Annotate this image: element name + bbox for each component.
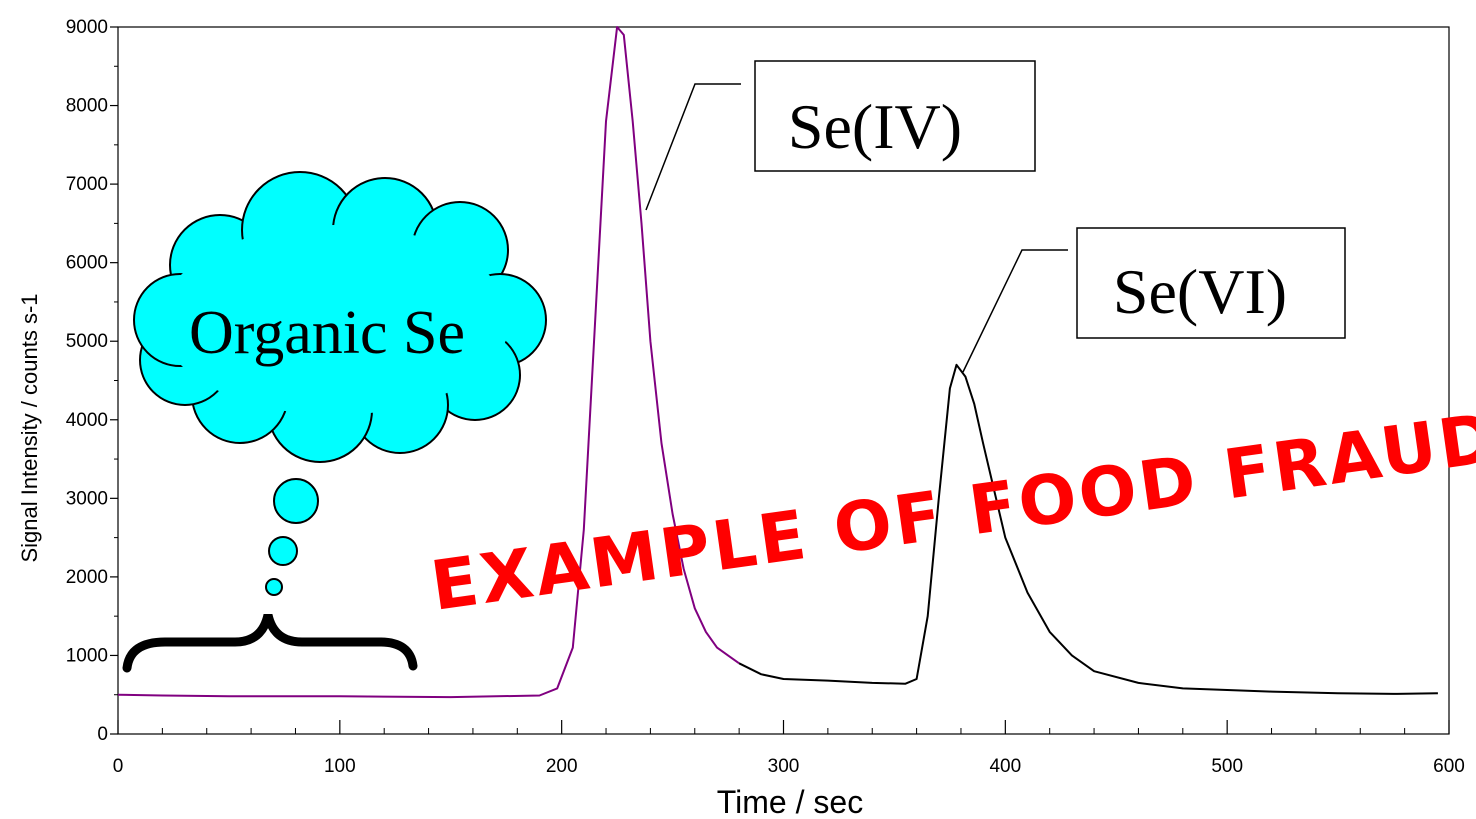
y-tick-label: 9000 [66, 17, 108, 38]
y-tick-label: 0 [97, 724, 108, 745]
se-vi-label-box [1076, 227, 1346, 339]
y-tick-label: 2000 [66, 567, 108, 588]
series-line-2 [738, 363, 1438, 695]
x-tick-label: 600 [1433, 756, 1465, 777]
y-tick-label: 5000 [66, 331, 108, 352]
y-tick-label: 7000 [66, 174, 108, 195]
se-vi-leader-line [962, 249, 1068, 373]
x-tick-label: 300 [768, 756, 800, 777]
thought-bubble-small [265, 578, 283, 596]
y-tick-label: 1000 [66, 645, 108, 666]
se-vi-label: Se(VI) [1113, 256, 1287, 327]
y-tick-label: 6000 [66, 253, 108, 274]
x-tick-label: 200 [546, 756, 578, 777]
organic-se-brace [122, 613, 418, 673]
y-axis-title: Signal Intensity / counts s-1 [17, 293, 42, 562]
se-iv-leader-line [645, 83, 741, 211]
organic-se-label: Organic Se [189, 299, 465, 367]
x-tick-label: 400 [989, 756, 1021, 777]
se-iv-label: Se(IV) [788, 91, 962, 162]
x-tick-label: 500 [1211, 756, 1243, 777]
series-line-1 [117, 26, 740, 699]
se-iv-label-box [754, 60, 1036, 172]
y-tick-label: 4000 [66, 410, 108, 431]
x-tick-label: 0 [113, 756, 124, 777]
thought-bubble-medium [268, 536, 298, 566]
y-tick-label: 3000 [66, 488, 108, 509]
y-tick-label: 8000 [66, 96, 108, 117]
x-axis-title: Time / sec [717, 784, 863, 819]
x-tick-label: 100 [324, 756, 356, 777]
organic-se-cloud [133, 171, 547, 463]
thought-bubble-large [273, 478, 319, 524]
